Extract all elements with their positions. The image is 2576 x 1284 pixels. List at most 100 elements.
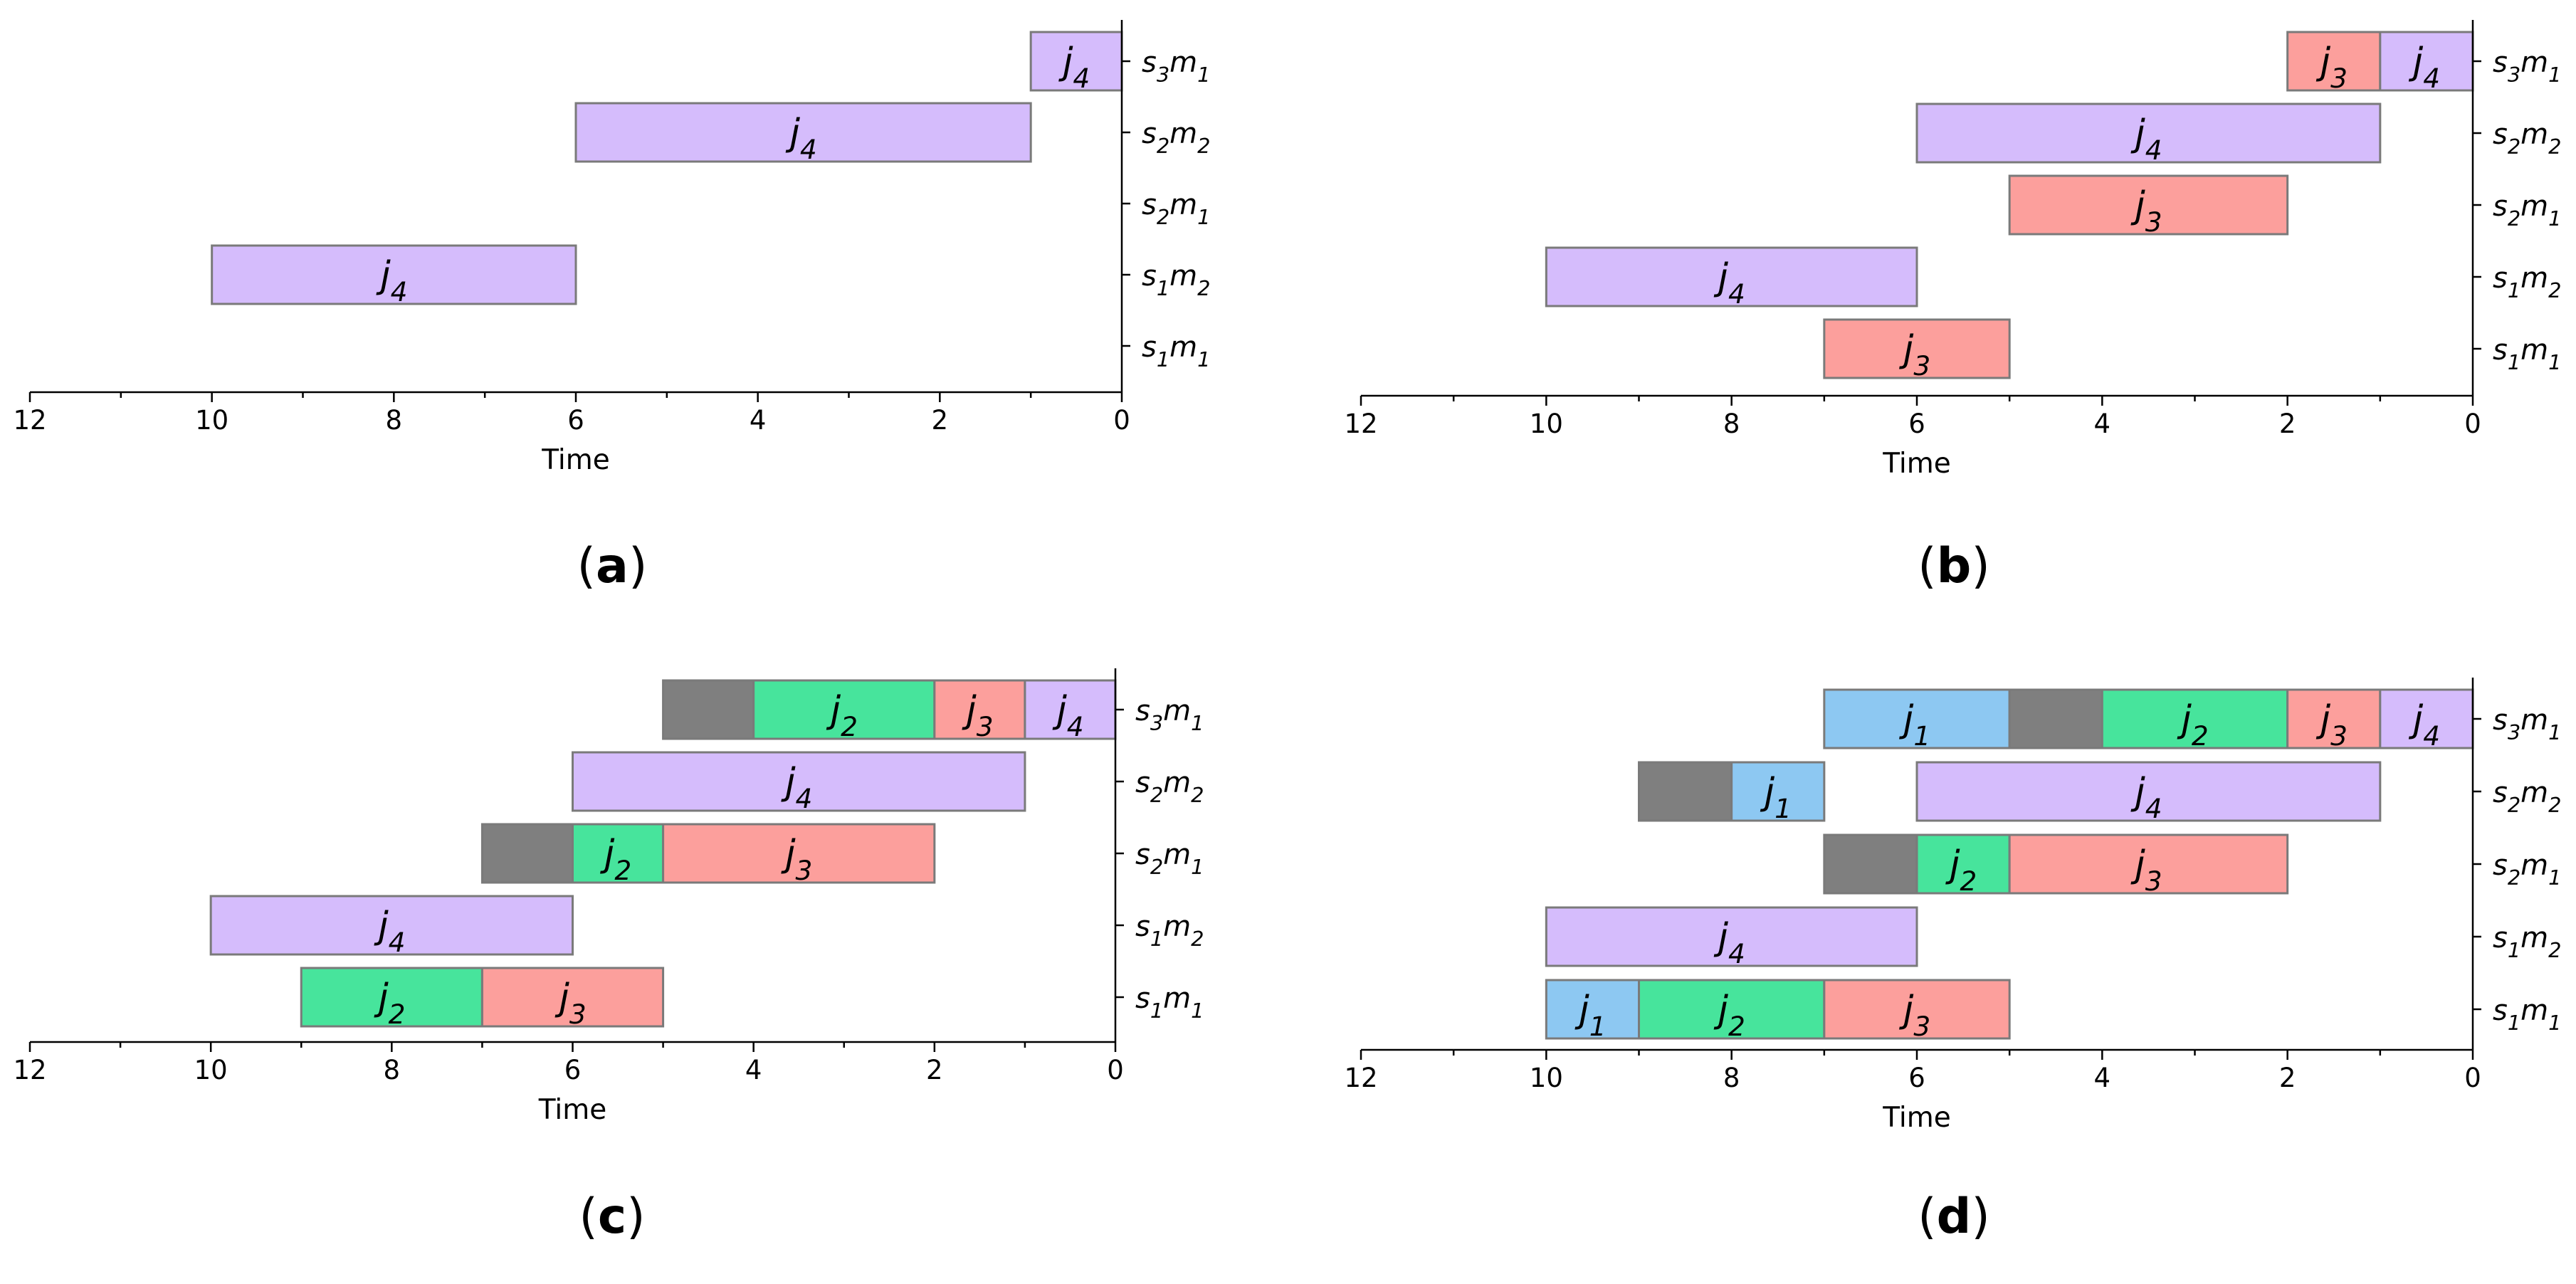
row-label-s3m1-symbol: s [2493,704,2508,737]
job-label: j3 [962,689,993,742]
job-bar-j3 [2008,833,2289,895]
row-label-s1m2-subscript: 1 [2508,938,2520,962]
row-label-s3m1: s3m1 [1135,695,1204,735]
job-bar-j2 [300,967,483,1028]
job-label-symbol: j [2177,698,2192,741]
job-label: j4 [376,254,407,307]
job-bar-j4 [1915,102,2382,164]
idle-block [480,823,574,884]
row-label-s1m1-symbol: m [1169,331,1197,364]
job-bar-j4 [1915,761,2382,822]
job-label-subscript: 3 [2330,63,2348,94]
job-label-subscript: 2 [2192,720,2209,752]
row-label-s2m1-symbol: m [2520,190,2548,223]
caption-open-paren: ( [1918,538,1937,594]
x-tick-label: 12 [13,405,46,436]
x-tick-label: 10 [195,405,228,436]
job-bar-j4 [1029,31,1123,92]
row-label-s2m2-subscript: 2 [1191,783,1204,807]
row-label-s2m2-symbol: m [2520,777,2548,809]
job-label: j3 [1899,328,1930,381]
job-label-symbol: j [2316,698,2331,741]
job-label-subscript: 4 [1067,711,1084,742]
row-label-s2m2-symbol: m [2520,118,2548,151]
row-label-s2m1-symbol: s [2493,849,2508,882]
row-label-s2m1: s2m1 [1142,189,1210,229]
row-label-s2m2: s2m2 [2493,777,2561,817]
job-label: j4 [781,761,812,814]
job-label: j2 [374,977,405,1030]
job-label-symbol: j [376,254,391,297]
job-bar-j4 [211,244,577,305]
row-label-s1m2-symbol: s [1135,910,1150,943]
x-tick-label: 10 [1530,409,1563,439]
job-label-subscript: 3 [1913,1011,1930,1042]
x-tick-label: 6 [564,1055,582,1085]
row-label-s2m1-symbol: s [1142,189,1157,221]
row-label-s1m1-subscript: 1 [1197,347,1210,372]
job-label: j3 [554,977,586,1030]
row-label-s1m1: s1m1 [1135,982,1204,1023]
row-label-s1m2-symbol: m [2520,262,2548,295]
job-label: j2 [600,833,631,886]
x-axis-label: Time [541,444,609,476]
job-bar-j4 [1545,906,1918,967]
row-label-s1m2-symbol: m [2520,922,2548,954]
job-bar-j3 [2286,31,2382,92]
row-label-s3m1: s3m1 [2493,46,2561,87]
job-label-symbol: j [1052,689,1067,732]
job-label-symbol: j [781,761,796,804]
row-label-s1m1-subscript: 1 [2548,350,2561,374]
job-label-symbol: j [1899,328,1914,371]
job-bar-j3 [662,823,936,884]
caption-letter: a [596,538,629,594]
row-label-s2m1-subscript: 1 [2548,206,2561,231]
row-label-s1m2: s1m2 [1142,260,1210,300]
x-tick-label: 0 [1113,405,1130,436]
row-label-s2m1: s2m1 [2493,849,2561,890]
job-label-subscript: 3 [977,711,994,742]
x-tick-label: 4 [750,405,767,436]
job-label: j4 [2130,771,2162,824]
caption-open-paren: ( [579,1189,598,1245]
panel-caption: (b) [1918,538,1990,594]
job-label-subscript: 4 [796,783,813,814]
job-label-symbol: j [1714,989,1729,1031]
row-label-s1m1-symbol: s [1135,982,1150,1015]
caption-letter: b [1937,538,1972,594]
row-label-s3m1-symbol: m [1163,695,1191,727]
job-label-subscript: 4 [1728,938,1745,969]
job-label-subscript: 2 [841,711,858,742]
job-label-subscript: 3 [569,999,587,1030]
job-label: j2 [826,689,858,742]
x-tick-label: 2 [2279,1063,2296,1093]
job-label-symbol: j [374,905,389,947]
caption-close-paren: ) [1971,538,1990,594]
row-label-s2m1-symbol: m [1169,189,1197,221]
job-label-subscript: 2 [614,855,631,886]
caption-open-paren: ( [577,538,596,594]
row-label-s1m2: s1m2 [1135,910,1204,951]
x-tick-label: 6 [1908,1063,1925,1093]
row-label-s3m1-subscript: 1 [2548,63,2561,87]
row-label-s2m1-subscript: 1 [1197,205,1210,229]
job-label-subscript: 1 [1913,720,1930,752]
panel-caption: (a) [577,538,648,594]
idle-block [662,679,755,740]
row-label-s1m1: s1m1 [2493,334,2561,374]
job-label-symbol: j [1574,989,1589,1031]
job-label-subscript: 2 [1960,865,1977,897]
job-label: j3 [1899,989,1930,1042]
x-tick-label: 12 [13,1055,46,1085]
row-label-s2m1-symbol: s [2493,190,2508,223]
job-label: j4 [2130,112,2162,166]
idle-block [1823,833,1918,895]
job-label: j1 [1760,771,1792,824]
row-label-s3m1-symbol: m [1169,46,1197,79]
job-label-symbol: j [785,112,800,154]
job-label-subscript: 4 [800,134,817,165]
job-label-symbol: j [1058,41,1073,83]
row-label-s1m1-symbol: s [1142,331,1157,364]
row-label-s1m1-symbol: m [2520,334,2548,367]
